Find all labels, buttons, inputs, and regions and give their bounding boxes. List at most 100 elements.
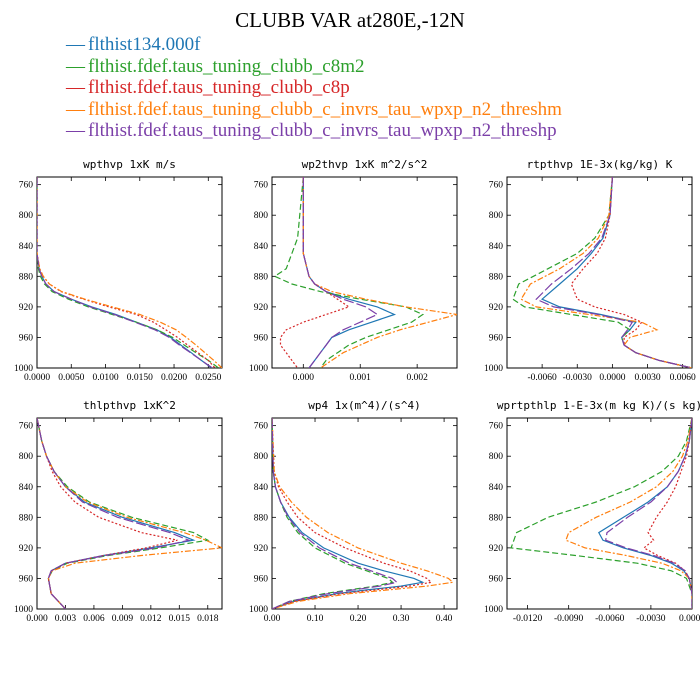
x-tick-label: -0.0120 <box>513 614 543 624</box>
x-tick-label: 0.006 <box>83 614 105 624</box>
series-line <box>512 177 692 368</box>
y-tick-label: 880 <box>19 513 34 523</box>
legend-item: — flthist.fdef.taus_tuning_clubb_c_invrs_… <box>66 99 562 121</box>
panel-title: thlpthvp 1xK^2 <box>83 399 176 412</box>
series-line <box>605 418 692 609</box>
x-tick-label: 0.018 <box>197 614 219 624</box>
y-tick-label: 960 <box>254 574 269 584</box>
series-line <box>535 177 692 368</box>
chart-panel: wp4 1x(m^4)/(s^4)76080084088092096010000… <box>249 399 458 624</box>
y-tick-label: 960 <box>254 333 269 343</box>
series-line <box>37 177 213 368</box>
series-line <box>37 177 222 368</box>
y-tick-label: 920 <box>19 303 34 313</box>
legend-dash: — <box>66 34 85 55</box>
legend: — flthist134.000f — flthist.fdef.taus_tuni… <box>66 34 562 142</box>
x-tick-label: 0.0000 <box>599 373 625 383</box>
legend-label: flthist.fdef.taus_tuning_clubb_c8p <box>88 77 350 98</box>
x-tick-label: 0.0050 <box>58 373 84 383</box>
legend-dash: — <box>66 77 85 98</box>
x-tick-label: 0.00 <box>264 614 281 624</box>
series-line <box>302 177 457 368</box>
y-tick-label: 760 <box>19 422 34 432</box>
y-tick-label: 840 <box>254 483 269 493</box>
y-tick-label: 760 <box>489 422 504 432</box>
y-tick-label: 840 <box>489 242 504 252</box>
plot-frame <box>36 176 223 369</box>
panel-title: wprtpthlp 1-E-3x(m kg K)/(s kg) <box>497 399 700 412</box>
x-tick-label: 0.20 <box>350 614 367 624</box>
series-line <box>642 418 692 609</box>
x-tick-label: 0.30 <box>393 614 410 624</box>
series-line <box>37 418 191 609</box>
y-tick-label: 880 <box>19 272 34 282</box>
legend-item: — flthist.fdef.taus_tuning_clubb_c_invrs_… <box>66 120 562 142</box>
x-tick-label: 0.001 <box>350 373 372 383</box>
legend-label: flthist134.000f <box>88 34 201 55</box>
y-tick-label: 800 <box>254 452 269 462</box>
x-tick-label: 0.0000 <box>24 373 50 383</box>
panel-title: wpthvp 1xK m/s <box>83 158 176 171</box>
x-tick-label: 0.0150 <box>127 373 153 383</box>
y-tick-label: 760 <box>489 181 504 191</box>
series-line <box>272 418 399 609</box>
series-line <box>37 418 222 609</box>
series-line <box>37 177 213 368</box>
series-line <box>565 418 692 609</box>
series-line <box>272 418 455 609</box>
series-line <box>37 418 210 609</box>
x-tick-label: 0.0200 <box>161 373 187 383</box>
panel-title: wp4 1x(m^4)/(s^4) <box>308 399 421 412</box>
legend-item: — flthist.fdef.taus_tuning_clubb_c8p <box>66 77 562 99</box>
y-tick-label: 960 <box>489 574 504 584</box>
y-tick-label: 840 <box>19 483 34 493</box>
series-line <box>520 177 692 368</box>
plot-frame <box>506 417 693 610</box>
plot-frame <box>506 176 693 369</box>
x-tick-label: 0.009 <box>112 614 134 624</box>
y-tick-label: 920 <box>489 544 504 554</box>
y-tick-label: 920 <box>254 303 269 313</box>
x-tick-label: 0.0250 <box>195 373 221 383</box>
x-tick-label: 0.0030 <box>634 373 660 383</box>
series-line <box>37 418 196 609</box>
y-tick-label: 880 <box>254 272 269 282</box>
y-tick-label: 920 <box>254 544 269 554</box>
legend-dash: — <box>66 55 85 77</box>
chart-panel: wp2thvp 1xK m^2/s^2 760 800 840 880 920 960 100… <box>249 158 458 383</box>
y-tick-label: 920 <box>489 303 504 313</box>
series-line <box>570 177 692 368</box>
series-line <box>273 177 425 368</box>
y-tick-label: 960 <box>489 333 504 343</box>
series-line <box>510 418 692 609</box>
y-tick-label: 1000 <box>249 605 268 615</box>
series-line <box>540 177 692 368</box>
x-tick-label: -0.0060 <box>527 373 557 383</box>
x-tick-label: 0.0000 <box>679 614 700 624</box>
x-tick-label: 0.0060 <box>670 373 696 383</box>
chart-panel: wprtpthlp 1-E-3x(m kg K)/(s kg) 760 800 840… <box>484 399 700 624</box>
x-tick-label: -0.0030 <box>563 373 593 383</box>
series-line <box>37 418 178 609</box>
y-tick-label: 960 <box>19 333 34 343</box>
y-tick-label: 960 <box>19 574 34 584</box>
series-line <box>302 177 397 368</box>
page-title: CLUBB VAR at280E,-12N <box>235 8 465 32</box>
y-tick-label: 1000 <box>484 605 503 615</box>
legend-label: flthist.fdef.taus_tuning_clubb_c_invrs_t… <box>88 98 562 120</box>
y-tick-label: 800 <box>19 452 34 462</box>
y-tick-label: 760 <box>254 422 269 432</box>
y-tick-label: 760 <box>254 181 269 191</box>
x-tick-label: 0.000 <box>293 373 315 383</box>
legend-dash: — <box>66 98 85 120</box>
x-tick-label: 0.012 <box>140 614 162 624</box>
series-line <box>279 177 351 368</box>
series-line <box>302 177 379 368</box>
legend-item: — flthist.fdef.taus_tuning_clubb_c8m2 <box>66 56 562 78</box>
chart-panel: thlpthvp 1xK^276080084088092096010000.00… <box>14 399 223 624</box>
y-tick-label: 920 <box>19 544 34 554</box>
panel-title: rtpthvp 1E-3x(kg/kg) K <box>527 158 673 171</box>
y-tick-label: 800 <box>19 211 34 221</box>
x-tick-label: 0.003 <box>55 614 77 624</box>
y-tick-label: 880 <box>489 513 504 523</box>
